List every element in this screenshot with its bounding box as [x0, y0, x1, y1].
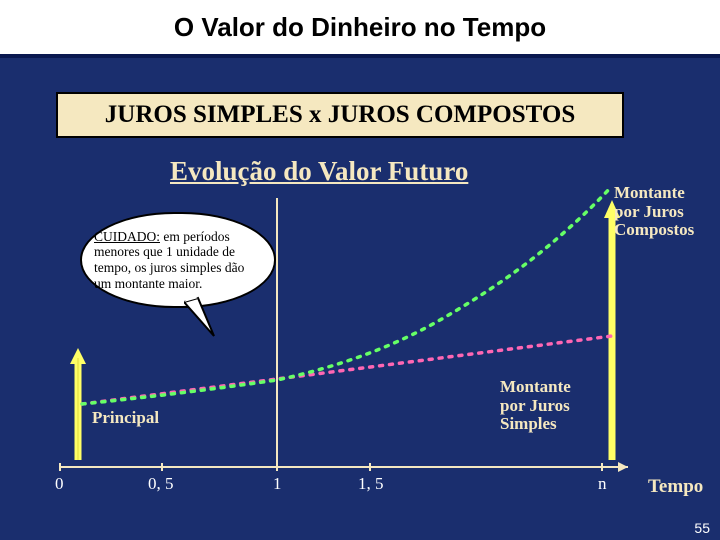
principal-label: Principal — [92, 408, 159, 428]
callout-tail — [184, 296, 244, 356]
banner-text: JUROS SIMPLES x JUROS COMPOSTOS — [105, 101, 575, 129]
callout-label: CUIDADO: — [94, 229, 160, 244]
tick-n: n — [598, 474, 607, 494]
principal-arrow — [70, 348, 86, 460]
page-number: 55 — [694, 520, 710, 536]
slide-title: O Valor do Dinheiro no Tempo — [174, 12, 546, 43]
warning-callout: CUIDADO: em períodos menores que 1 unida… — [80, 212, 276, 308]
subtitle: Evolução do Valor Futuro — [170, 156, 468, 187]
x-axis-arrow — [618, 462, 628, 472]
tempo-label: Tempo — [648, 476, 703, 498]
callout-text: CUIDADO: em períodos menores que 1 unida… — [94, 229, 262, 291]
tick-1: 1 — [273, 474, 282, 494]
banner-box: JUROS SIMPLES x JUROS COMPOSTOS — [56, 92, 624, 138]
title-band: O Valor do Dinheiro no Tempo — [0, 0, 720, 58]
tick-15: 1, 5 — [358, 474, 384, 494]
tick-05: 0, 5 — [148, 474, 174, 494]
compostos-label: Montante por Juros Compostos — [614, 184, 710, 240]
simples-label: Montante por Juros Simples — [500, 378, 596, 434]
tick-0: 0 — [55, 474, 64, 494]
